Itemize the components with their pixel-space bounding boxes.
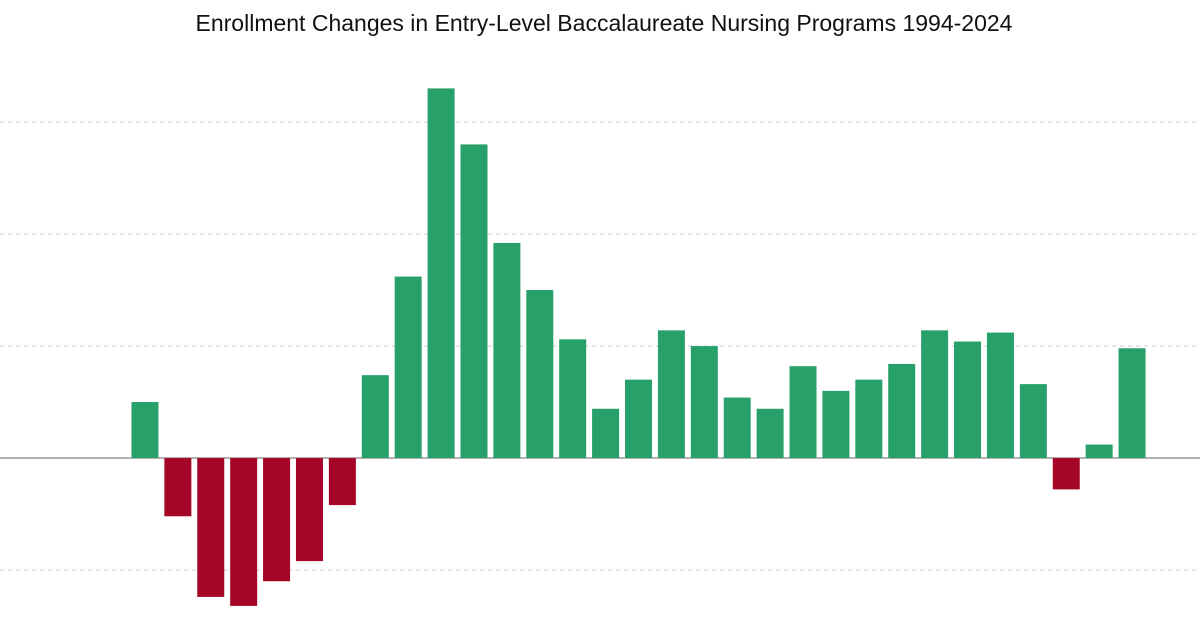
bar — [263, 458, 291, 582]
bar — [1118, 348, 1146, 459]
bar — [131, 402, 159, 459]
bar — [427, 88, 455, 459]
bar — [559, 339, 587, 459]
bar — [361, 375, 389, 459]
bar — [460, 144, 488, 459]
bar — [921, 330, 949, 459]
bar — [1019, 384, 1047, 459]
bar — [295, 458, 323, 562]
bar — [986, 332, 1014, 459]
chart-title: Enrollment Changes in Entry-Level Baccal… — [196, 10, 1013, 36]
bar — [789, 366, 817, 459]
bar — [625, 379, 652, 459]
bar — [855, 379, 883, 459]
bar — [230, 458, 258, 606]
bar — [493, 242, 521, 459]
bar — [197, 458, 225, 597]
bar — [756, 408, 784, 459]
bar — [592, 408, 620, 459]
bar — [723, 397, 751, 459]
bar — [526, 290, 554, 459]
bar — [394, 276, 422, 459]
bar — [164, 458, 192, 517]
bar — [822, 390, 850, 459]
bar — [657, 330, 685, 459]
bar — [954, 341, 982, 459]
bar — [1052, 458, 1080, 490]
bar — [328, 458, 356, 506]
bar — [888, 363, 916, 459]
bar — [1085, 444, 1113, 459]
bar — [690, 346, 718, 459]
